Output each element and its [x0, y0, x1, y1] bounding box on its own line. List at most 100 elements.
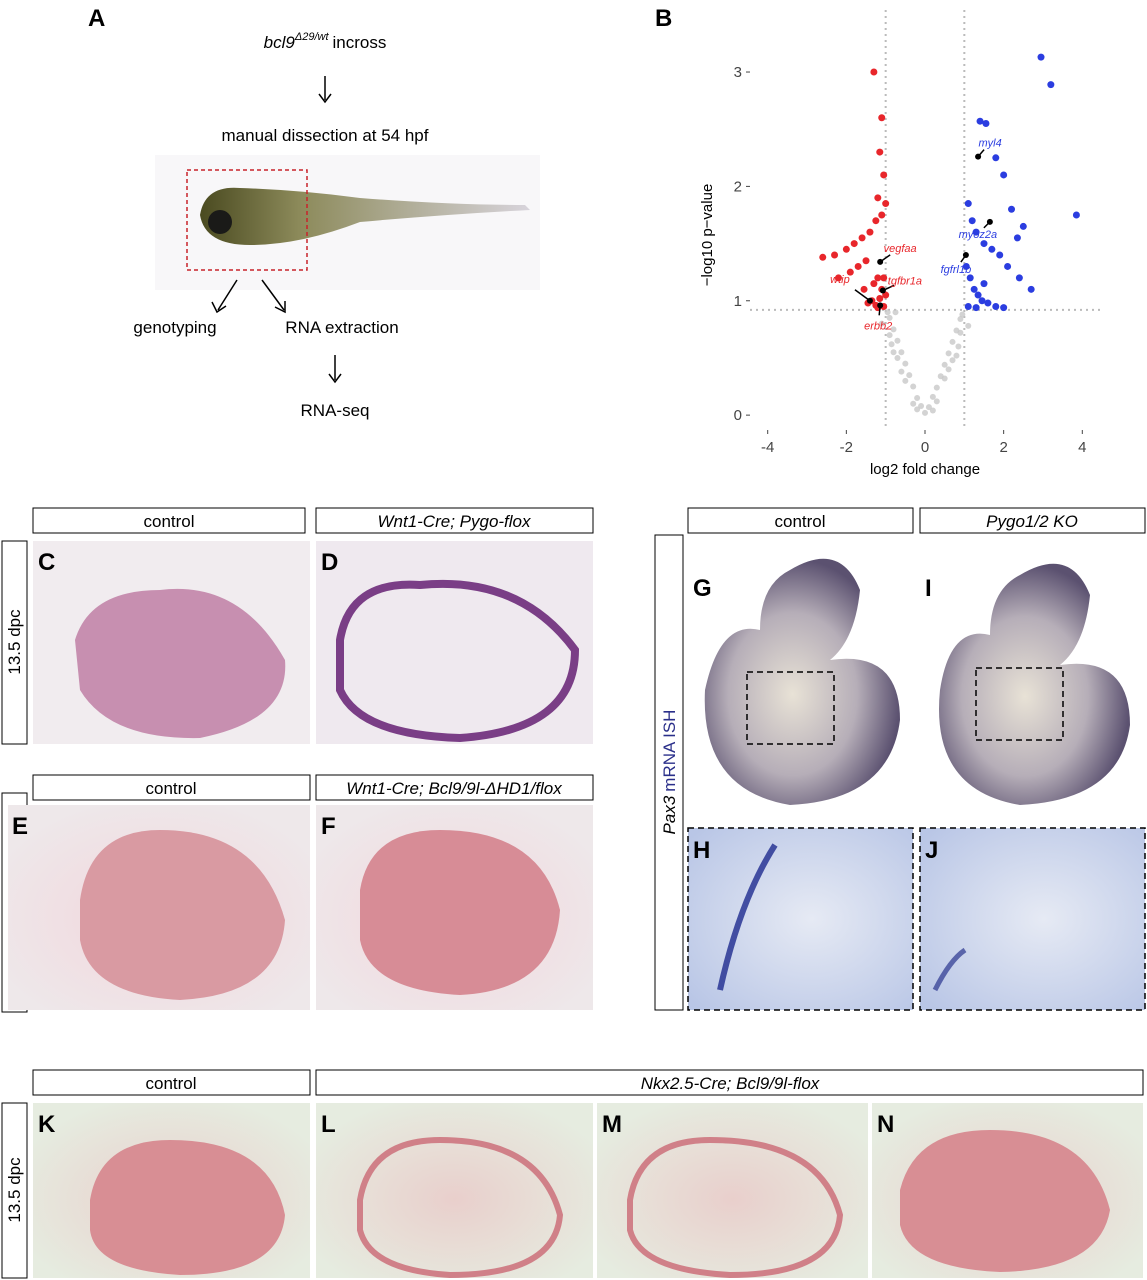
- x-tick-label: 2: [999, 439, 1007, 456]
- heart: [75, 588, 286, 739]
- gene: bcl9: [264, 33, 296, 52]
- cross-label: bcl9Δ29/wt incross: [264, 31, 387, 52]
- heart: [80, 830, 285, 1000]
- gene-label: fgfrl1b: [941, 264, 972, 276]
- point: [1000, 171, 1008, 179]
- zoom-box: [975, 667, 1064, 741]
- point: [1047, 81, 1055, 89]
- header-box: [32, 507, 306, 534]
- annotated-point: [986, 218, 993, 225]
- point: [964, 302, 972, 310]
- header: Pygo1/2 KO: [986, 512, 1078, 531]
- x-tick-label: 4: [1078, 439, 1086, 456]
- side-box: [1, 1102, 28, 1279]
- point: [996, 251, 1004, 259]
- arrow-head: [328, 373, 342, 384]
- fish: [200, 187, 530, 245]
- panel-a: A bcl9Δ29/wt incross manual dissection at…: [88, 5, 540, 420]
- point: [1004, 262, 1012, 270]
- point: [876, 294, 884, 302]
- heart: [360, 830, 560, 995]
- point: [906, 372, 913, 379]
- side-box: [1, 540, 28, 745]
- point: [902, 360, 909, 367]
- point: [846, 268, 854, 276]
- point: [980, 280, 988, 288]
- point: [957, 329, 964, 336]
- header: control: [774, 512, 825, 531]
- point: [834, 274, 842, 282]
- point: [872, 217, 880, 225]
- point: [874, 194, 882, 202]
- heart: [90, 1140, 285, 1275]
- point: [992, 154, 1000, 162]
- point: [876, 148, 884, 156]
- point: [860, 285, 868, 293]
- point: [968, 217, 976, 225]
- y-tick-label: 2: [734, 178, 742, 195]
- point: [972, 228, 980, 236]
- point: [858, 234, 866, 242]
- point: [886, 314, 893, 321]
- panel-letter: K: [38, 1111, 56, 1138]
- word: incross: [333, 33, 387, 52]
- header-box: [315, 1069, 1144, 1096]
- point: [1027, 285, 1035, 293]
- point: [945, 366, 952, 373]
- method: mRNA ISH: [660, 710, 679, 792]
- point: [870, 68, 878, 76]
- gene: Pax3: [660, 795, 679, 834]
- branch-right: RNA extraction: [285, 318, 398, 337]
- point: [894, 337, 901, 344]
- point: [1015, 274, 1023, 282]
- point: [910, 383, 917, 390]
- header: Nkx2.5-Cre; Bcl9/9l-flox: [641, 1074, 820, 1093]
- y-tick-label: 0: [734, 407, 742, 424]
- point: [941, 375, 948, 382]
- side-label: 13.5 dpc: [5, 609, 24, 675]
- point: [870, 280, 878, 288]
- point: [933, 398, 940, 405]
- point: [880, 171, 888, 179]
- header: control: [143, 512, 194, 531]
- y-axis-label: −log10 p−value: [699, 184, 716, 287]
- annotated-point: [866, 297, 873, 304]
- point: [890, 349, 897, 356]
- point: [880, 274, 888, 282]
- stain: [932, 947, 967, 992]
- heart: [357, 1136, 564, 1279]
- header-box: [315, 774, 594, 801]
- annotated-point: [962, 252, 969, 259]
- point: [1013, 234, 1021, 242]
- point: [949, 357, 956, 364]
- point: [955, 343, 962, 350]
- point: [976, 117, 984, 125]
- header: Wnt1-Cre; Bcl9/9l-ΔHD1/flox: [346, 779, 562, 798]
- embryo: [939, 563, 1130, 805]
- gene-label: wtip: [830, 274, 850, 286]
- heart: [336, 579, 580, 743]
- point: [878, 211, 886, 219]
- point: [894, 354, 901, 361]
- point: [878, 114, 886, 122]
- x-tick-label: -2: [840, 439, 853, 456]
- panel-letter: L: [321, 1111, 336, 1138]
- point: [966, 274, 974, 282]
- arrow: [211, 279, 238, 314]
- panel-letter: D: [321, 549, 338, 576]
- arrow: [261, 279, 286, 314]
- annotated-point: [877, 302, 884, 309]
- header-box: [32, 1069, 311, 1096]
- point: [922, 409, 928, 416]
- stain: [717, 843, 778, 991]
- panel-letter: E: [12, 813, 28, 840]
- heart: [627, 1136, 844, 1279]
- header: control: [145, 1074, 196, 1093]
- dissection-label: manual dissection at 54 hpf: [222, 126, 429, 145]
- x-tick-label: -4: [761, 439, 774, 456]
- row-cd: 13.5 dpc control Wnt1-Cre; Pygo-flox C D: [1, 507, 594, 745]
- point: [884, 309, 891, 316]
- point: [972, 304, 980, 312]
- point: [898, 349, 905, 356]
